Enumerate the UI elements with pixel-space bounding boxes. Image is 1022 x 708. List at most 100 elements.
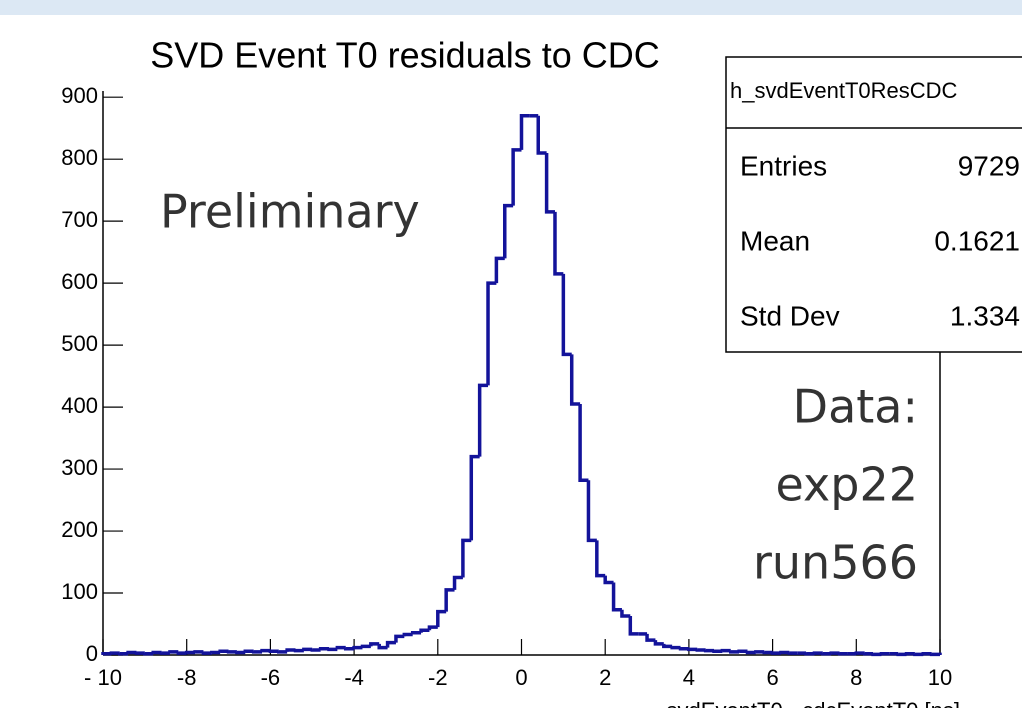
- histogram-bin: [285, 648, 296, 652]
- histogram-bin: [151, 650, 162, 655]
- histogram-bin: [703, 648, 715, 653]
- histogram-bin: [695, 648, 706, 652]
- histogram-bin: [879, 652, 890, 656]
- histogram-bin: [904, 652, 915, 656]
- x-tick-label: -4: [344, 665, 364, 690]
- histogram-bin: [268, 649, 279, 654]
- histogram-bin: [143, 652, 154, 656]
- histogram-bin: [377, 643, 388, 650]
- histogram-bin: [862, 652, 874, 656]
- histogram-bin: [159, 651, 170, 655]
- y-tick-label: 600: [61, 269, 98, 294]
- stats-value: 1.334: [950, 300, 1020, 331]
- histogram-bin: [117, 652, 129, 656]
- stats-label: Std Dev: [740, 300, 840, 331]
- histogram-bin: [561, 273, 572, 357]
- histogram-bin: [210, 650, 221, 655]
- x-tick-label: 0: [515, 665, 527, 690]
- histogram-bin: [251, 650, 263, 654]
- x-tick-label: 6: [766, 665, 778, 690]
- y-tick-label: 400: [61, 393, 98, 418]
- histogram-bin: [310, 648, 321, 652]
- histogram-bin: [494, 256, 505, 284]
- histogram-bin: [653, 640, 664, 646]
- x-tick-label: -6: [261, 665, 281, 690]
- histogram-bin: [628, 615, 639, 636]
- histogram-bin: [201, 651, 212, 655]
- histogram-bin: [369, 642, 380, 647]
- histogram-bin: [553, 211, 564, 276]
- histogram-bin: [302, 647, 313, 652]
- x-tick-label: -2: [428, 665, 448, 690]
- chart-title: SVD Event T0 residuals to CDC: [150, 35, 660, 76]
- histogram-bin: [444, 588, 455, 612]
- x-tick-label: 4: [683, 665, 695, 690]
- histogram-bin: [193, 650, 204, 654]
- histogram-bin: [168, 650, 179, 654]
- histogram-bin: [737, 649, 748, 654]
- y-tick-label: 900: [61, 83, 98, 108]
- histogram-bin: [921, 652, 932, 656]
- x-tick-label: 2: [599, 665, 611, 690]
- histogram-bin: [770, 651, 781, 655]
- y-tick-label: 500: [61, 331, 98, 356]
- stats-label: Entries: [740, 150, 827, 181]
- histogram-bin: [603, 575, 614, 585]
- histogram-bin: [779, 650, 790, 655]
- stats-title: h_svdEventT0ResCDC: [730, 78, 958, 103]
- annotation: exp22: [776, 458, 918, 512]
- x-axis-title: svdEventT0 - cdcEventT0 [ns]: [667, 698, 960, 708]
- histogram-bin: [536, 115, 547, 155]
- histogram-bin: [469, 454, 480, 541]
- top-band: [0, 0, 1022, 15]
- histogram-bin: [335, 645, 346, 650]
- histogram-bin: [410, 630, 422, 635]
- histogram-bin: [620, 609, 631, 618]
- histogram-bin: [260, 648, 271, 653]
- histogram-bin: [519, 114, 530, 150]
- histogram-bin: [427, 625, 438, 631]
- histogram-bin: [503, 203, 514, 259]
- histogram-bin: [586, 480, 597, 543]
- stats-label: Mean: [740, 225, 810, 256]
- histogram-bin: [226, 650, 237, 654]
- histogram-bin: [662, 643, 673, 649]
- histogram-bin: [896, 652, 907, 657]
- histogram-bin: [821, 652, 832, 656]
- histogram-bin: [929, 652, 942, 657]
- histogram-bin: [544, 152, 555, 214]
- histogram-bin: [595, 540, 606, 578]
- histogram-bin: [578, 403, 589, 482]
- histogram-bin: [360, 644, 371, 649]
- histogram-bin: [511, 148, 522, 206]
- histogram-bin: [871, 652, 882, 657]
- x-tick-label: 10: [928, 665, 952, 690]
- histogram-bin: [712, 649, 723, 654]
- histogram-bin: [804, 652, 815, 656]
- y-tick-label: 300: [61, 455, 98, 480]
- x-tick-label: - 10: [84, 665, 122, 690]
- histogram-bin: [343, 647, 355, 651]
- histogram-bin: [218, 649, 229, 654]
- histogram-bin: [729, 650, 740, 654]
- x-tick-label: 8: [850, 665, 862, 690]
- y-tick-label: 700: [61, 207, 98, 232]
- stats-value: 9729: [958, 150, 1020, 181]
- histogram-bin: [318, 647, 329, 651]
- histogram-bin: [687, 647, 698, 652]
- histogram-bin: [101, 652, 112, 656]
- histogram-bin: [913, 652, 924, 657]
- annotation: run566: [753, 536, 918, 590]
- histogram-bin: [745, 650, 756, 655]
- histogram-bin: [569, 354, 581, 406]
- histogram-bin: [829, 651, 840, 655]
- histogram-bin: [385, 640, 396, 648]
- histogram-bin: [720, 648, 731, 653]
- histogram-bin: [235, 650, 246, 655]
- histogram-bin: [477, 383, 489, 457]
- histogram-bin: [611, 582, 622, 612]
- histogram-bin: [645, 633, 656, 642]
- histogram-bin: [670, 645, 681, 650]
- histogram-bin: [327, 647, 338, 652]
